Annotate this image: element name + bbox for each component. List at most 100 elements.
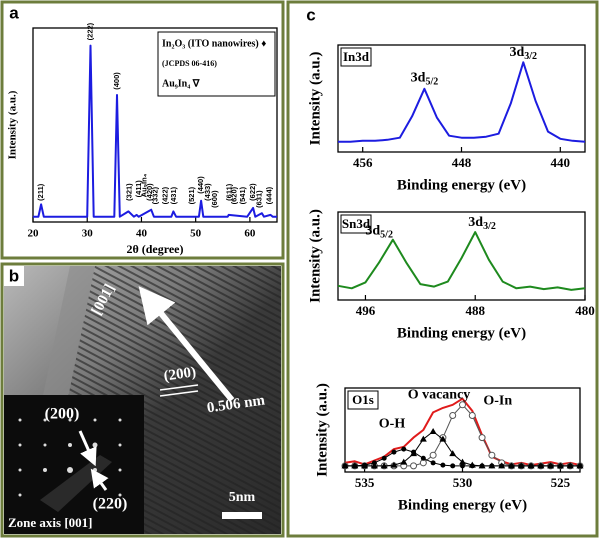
peak-label-text: 3d (509, 45, 524, 60)
x-axis-label: 2θ (degree) (126, 242, 183, 256)
peak-label-text: O-H (379, 417, 406, 432)
panel-a-frame (0, 0, 285, 260)
peak-label: (611) (224, 183, 233, 201)
marker (371, 460, 377, 466)
marker (528, 463, 534, 469)
marker (430, 460, 436, 466)
spot-label: (200) (45, 406, 80, 423)
panel-label: a (9, 3, 19, 22)
peak-label: (321) (124, 183, 133, 201)
marker (400, 458, 408, 465)
legend-entry: Au₉In₄ ∇ (162, 78, 201, 89)
peak-label: (422) (160, 186, 169, 204)
scale-bar-label: 5nm (229, 490, 256, 505)
marker (410, 462, 418, 470)
x-tick-label: 496 (356, 303, 376, 318)
marker (370, 462, 378, 469)
x-tick-label: 480 (575, 303, 595, 318)
marker (342, 463, 348, 469)
x-axis-label: Binding energy (eV) (398, 497, 527, 513)
marker (459, 458, 466, 465)
marker (411, 449, 417, 455)
peak-label: (440) (196, 176, 205, 194)
marker (429, 428, 437, 435)
legend-frame (157, 31, 276, 97)
plane-label: (200) (163, 364, 197, 384)
x-tick-label: 50 (190, 228, 202, 240)
y-axis-label: Intensity (a.u.) (314, 383, 330, 477)
marker (390, 461, 398, 468)
tem-image (4, 266, 281, 534)
peak-label: (222) (85, 22, 94, 40)
peak-label: (444) (264, 186, 273, 204)
peak-label-text: O-In (483, 394, 512, 409)
panel-b-frame (0, 262, 285, 538)
marker (401, 446, 407, 452)
peak-label: (411) (134, 180, 143, 198)
peak-label: (631) (255, 190, 264, 208)
marker (468, 411, 476, 419)
peak-label-text: 3d (468, 215, 483, 230)
peak-label: O-In (483, 394, 512, 409)
panel-c-frame (286, 0, 599, 538)
x-axis-label: Binding energy (eV) (397, 177, 526, 193)
peak-label: (622) (248, 183, 257, 201)
x-tick-label: 440 (551, 155, 571, 170)
chart-title-box: In3d (340, 47, 372, 67)
x-tick-label: 30 (82, 228, 94, 240)
marker (380, 462, 388, 469)
marker (577, 463, 583, 469)
peak-label: (433) (203, 183, 212, 201)
peak-label: (400) (112, 72, 121, 90)
marker (439, 435, 447, 442)
title-frame (340, 214, 372, 234)
peak-label-sub: 3/2 (483, 221, 496, 232)
x-tick-label: 530 (453, 475, 473, 490)
peak-label-sub: 3/2 (524, 51, 537, 62)
marker (488, 451, 496, 459)
marker (459, 401, 466, 409)
marker (478, 434, 486, 442)
y-axis-label: Intensity (a.u.) (7, 90, 19, 159)
peak-label: O-H (379, 417, 406, 432)
chart-title: Sn3d (342, 216, 371, 231)
plot-frame (337, 44, 586, 153)
marker (352, 463, 358, 469)
peak-label-text: O vacancy (408, 388, 471, 403)
chart-title: O1s (352, 392, 374, 407)
peak-label: (521) (187, 186, 196, 204)
chart-title: In3d (343, 49, 370, 64)
marker (449, 411, 457, 419)
title-frame (347, 390, 379, 410)
legend-entry: In₂O₃ (ITO nanowires) ♦ (162, 38, 266, 49)
panel-label: b (9, 266, 19, 285)
marker (499, 463, 505, 469)
x-tick-label: 60 (244, 228, 256, 240)
x-tick-label: 20 (28, 228, 40, 240)
data-line (33, 44, 277, 218)
marker (391, 449, 397, 455)
peak-label: Au₉In₄ (140, 173, 149, 197)
peak-label: (541) (238, 186, 247, 204)
peak-label: (600) (210, 190, 219, 208)
marker (489, 463, 495, 469)
peak-label: (620) (230, 186, 239, 204)
data-line (344, 397, 581, 467)
marker (450, 463, 456, 469)
plot-frame (32, 27, 278, 223)
peak-label: 3d3/2 (509, 45, 537, 62)
x-tick-label: 525 (551, 475, 571, 490)
x-tick-label: 456 (353, 155, 373, 170)
marker (538, 463, 544, 469)
peak-label: 3d5/2 (365, 223, 393, 240)
x-tick-label: 448 (452, 155, 472, 170)
panel-label: c (306, 5, 315, 24)
spot-label: (220) (93, 496, 128, 513)
marker (449, 450, 457, 457)
zone-axis-label: Zone axis [001] (8, 515, 93, 530)
marker (429, 451, 437, 459)
peak-label: (420) (145, 183, 154, 201)
plot-frame (337, 211, 586, 301)
peak-label-text: 3d (365, 223, 380, 238)
